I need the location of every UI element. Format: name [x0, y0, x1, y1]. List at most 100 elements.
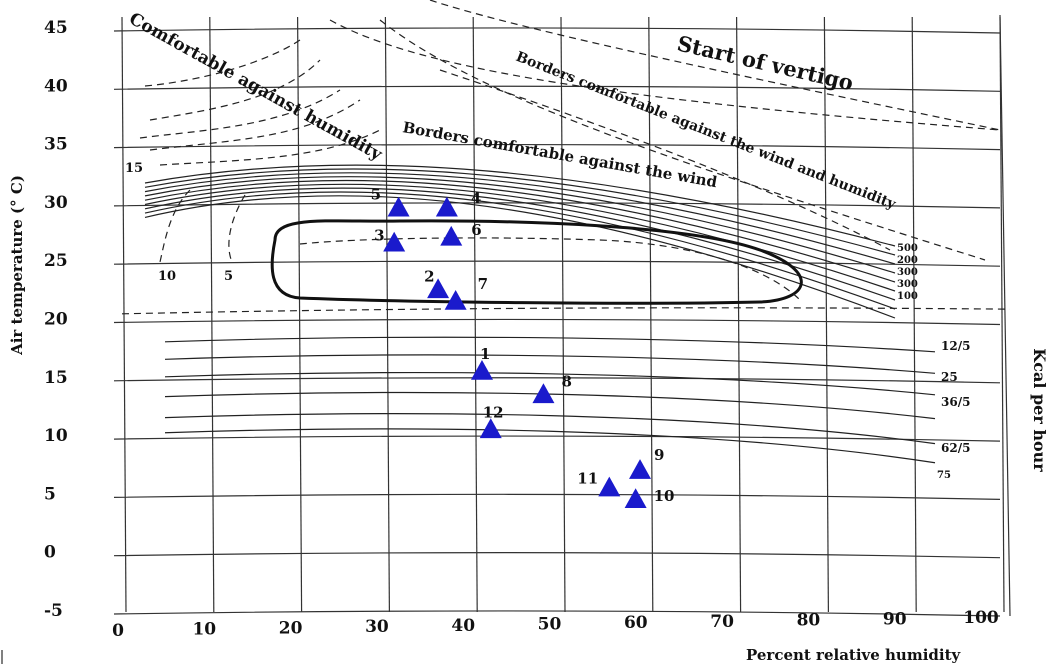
- contour-label-10: 10: [158, 269, 176, 284]
- kcal-label-62-5: 62/5: [941, 441, 970, 455]
- data-point-8: [532, 383, 555, 404]
- grid-line-v: [472, 16, 478, 613]
- x-tick-label: 60: [624, 613, 648, 633]
- contour-label-right-2: 200: [897, 255, 918, 266]
- border-vertigo: [329, 19, 1001, 131]
- grid-line-h: [113, 493, 1001, 500]
- data-point-7: [444, 290, 467, 310]
- grid-line-h: [113, 260, 1001, 267]
- annotation-start-vertigo: Start of vertigo: [675, 31, 856, 96]
- kcal-curve: [164, 336, 936, 353]
- x-tick-label: 80: [797, 611, 821, 631]
- dotted-threshold: [121, 307, 1011, 315]
- x-tick-label: 10: [192, 620, 216, 640]
- x-axis-title: Percent relative humidity: [746, 646, 962, 664]
- grid-line-h: [113, 27, 1001, 34]
- grid-line-h: [113, 85, 1001, 92]
- dashed-comfort-line: [299, 237, 801, 301]
- data-point-4: [435, 196, 458, 217]
- fan-curve: [144, 191, 896, 310]
- data-point-label-2: 2: [424, 267, 434, 285]
- data-point-6: [440, 225, 463, 246]
- comfort-curves: [121, 0, 1011, 464]
- data-point-label-11: 11: [577, 470, 598, 488]
- border-wind: [439, 69, 891, 251]
- grid-line-v: [823, 16, 830, 613]
- dashed-contour: [139, 89, 341, 139]
- kcal-curve: [164, 413, 936, 445]
- y-tick-label: 5: [44, 484, 56, 504]
- y-tick-label: 40: [44, 76, 68, 96]
- grid-line-h: [113, 377, 1001, 384]
- kcal-curve: [164, 428, 936, 464]
- grid-line-h: [113, 435, 1001, 442]
- grid-line-v: [121, 16, 127, 613]
- dashed-contour: [144, 39, 301, 87]
- data-point-label-4: 4: [471, 190, 481, 208]
- grid-line-h: [113, 143, 1001, 151]
- data-point-label-7: 7: [478, 275, 488, 293]
- grid-line-v: [384, 16, 390, 613]
- x-tick-label: 100: [963, 608, 999, 628]
- kcal-curve: [164, 391, 936, 420]
- data-point-2: [427, 278, 450, 299]
- dashed-contour: [149, 59, 321, 121]
- data-point-3: [383, 231, 406, 252]
- y2-axis-title: Kcal per hour: [1030, 348, 1049, 472]
- dashed-top: [429, 0, 1001, 131]
- grid-line-h: [113, 318, 1001, 326]
- data-point-12: [479, 418, 502, 439]
- data-point-10: [624, 488, 647, 509]
- fan-curve: [144, 179, 896, 283]
- y-tick-label: 30: [44, 193, 68, 213]
- fan-curve: [144, 187, 896, 301]
- y-tick-label: 20: [44, 310, 68, 330]
- comfort-zone: [270, 219, 803, 305]
- dashed-contour: [159, 189, 191, 263]
- data-point-label-9: 9: [654, 446, 664, 464]
- contour-label-right-5: 100: [897, 291, 918, 302]
- kcal-label-75: 75: [937, 470, 951, 481]
- dashed-contour: [228, 194, 246, 263]
- contour-label-right-3: 300: [897, 267, 918, 278]
- y-tick-label: -5: [44, 601, 63, 621]
- x-tick-label: 70: [710, 612, 734, 632]
- x-tick-label: 20: [279, 618, 303, 638]
- contour-label-15: 15: [125, 161, 143, 176]
- fan-curve: [144, 195, 896, 319]
- grid-line-h: [113, 552, 1001, 559]
- dashed-contour: [159, 129, 381, 166]
- grid-line-h: [113, 610, 1001, 617]
- grid-line-v: [911, 16, 917, 613]
- kcal-curve: [164, 371, 936, 396]
- contour-label-right-1: 500: [897, 243, 918, 254]
- kcal-label-12-5: 12/5: [941, 339, 970, 353]
- contour-label-right-4: 300: [897, 279, 918, 290]
- y-tick-label: 0: [44, 543, 56, 563]
- x-tick-label: 40: [451, 616, 475, 636]
- grid-line-v: [735, 16, 742, 613]
- fan-curve: [144, 168, 896, 256]
- y-axis-title: Air temperature (° C): [8, 175, 26, 356]
- y-tick-label: 15: [44, 368, 68, 388]
- y-tick-label: 25: [44, 251, 68, 271]
- data-point-label-1: 1: [480, 345, 490, 363]
- fan-curve: [144, 164, 896, 247]
- data-point-11: [598, 476, 621, 497]
- data-point-label-12: 12: [483, 403, 504, 421]
- grid-line-h: [113, 202, 1001, 209]
- kcal-curve: [164, 354, 936, 374]
- grid-line-v: [648, 16, 654, 613]
- y-tick-label: 45: [44, 18, 68, 38]
- x-tick-label: 50: [538, 615, 562, 635]
- grid-line-v: [209, 16, 215, 613]
- grid-line-v: [297, 16, 303, 613]
- data-point-label-8: 8: [561, 372, 571, 390]
- dashed-contour: [149, 99, 361, 151]
- x-tick-label: 30: [365, 617, 389, 637]
- fan-curve: [144, 176, 896, 274]
- y-tick-label: 35: [44, 135, 68, 155]
